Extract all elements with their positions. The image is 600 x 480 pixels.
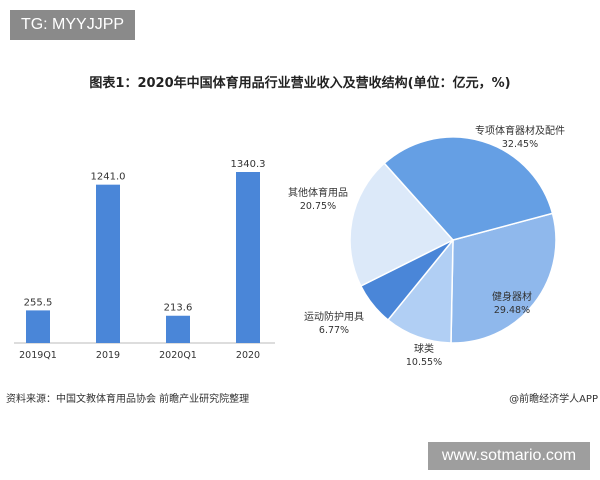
bar (236, 172, 260, 343)
x-tick-label: 2019Q1 (19, 350, 57, 361)
x-tick-label: 2020 (236, 350, 260, 361)
pie-slice-label: 球类 (414, 342, 434, 355)
bar (26, 310, 50, 343)
x-tick-label: 2019 (96, 350, 120, 361)
pie-slice-percent: 6.77% (319, 325, 349, 336)
pie-slice-label: 健身器材 (492, 290, 532, 303)
pie-slice-percent: 29.48% (494, 305, 530, 316)
pie-slice-label: 其他体育用品 (288, 186, 348, 199)
bar-value-label: 213.6 (164, 303, 193, 314)
chart-title: 图表1：2020年中国体育用品行业营业收入及营收结构(单位：亿元，%) (89, 76, 511, 91)
bar (166, 315, 190, 343)
pie-slice (349, 162, 455, 287)
x-tick-label: 2020Q1 (159, 350, 197, 361)
pie-slice-percent: 32.45% (502, 139, 538, 150)
credit-note: @前瞻经济学人APP (509, 394, 598, 405)
bar (96, 184, 120, 343)
pie-slice-label: 专项体育器材及配件 (475, 124, 565, 137)
pie-slice-percent: 10.55% (406, 357, 442, 368)
pie-slice (450, 212, 557, 344)
pie-slice-percent: 20.75% (300, 201, 336, 212)
source-note: 资料来源：中国文教体育用品协会 前瞻产业研究院整理 (6, 394, 250, 405)
bar-value-label: 1340.3 (231, 159, 266, 170)
bar-value-label: 255.5 (24, 297, 53, 308)
bar-value-label: 1241.0 (91, 172, 126, 183)
pie-slice (386, 237, 454, 344)
pie-slice-label: 运动防护用具 (304, 310, 364, 323)
pie-slice (383, 136, 554, 241)
watermark-label: TG: MYYJJPP (10, 10, 135, 40)
site-label: www.sotmario.com (428, 442, 590, 470)
